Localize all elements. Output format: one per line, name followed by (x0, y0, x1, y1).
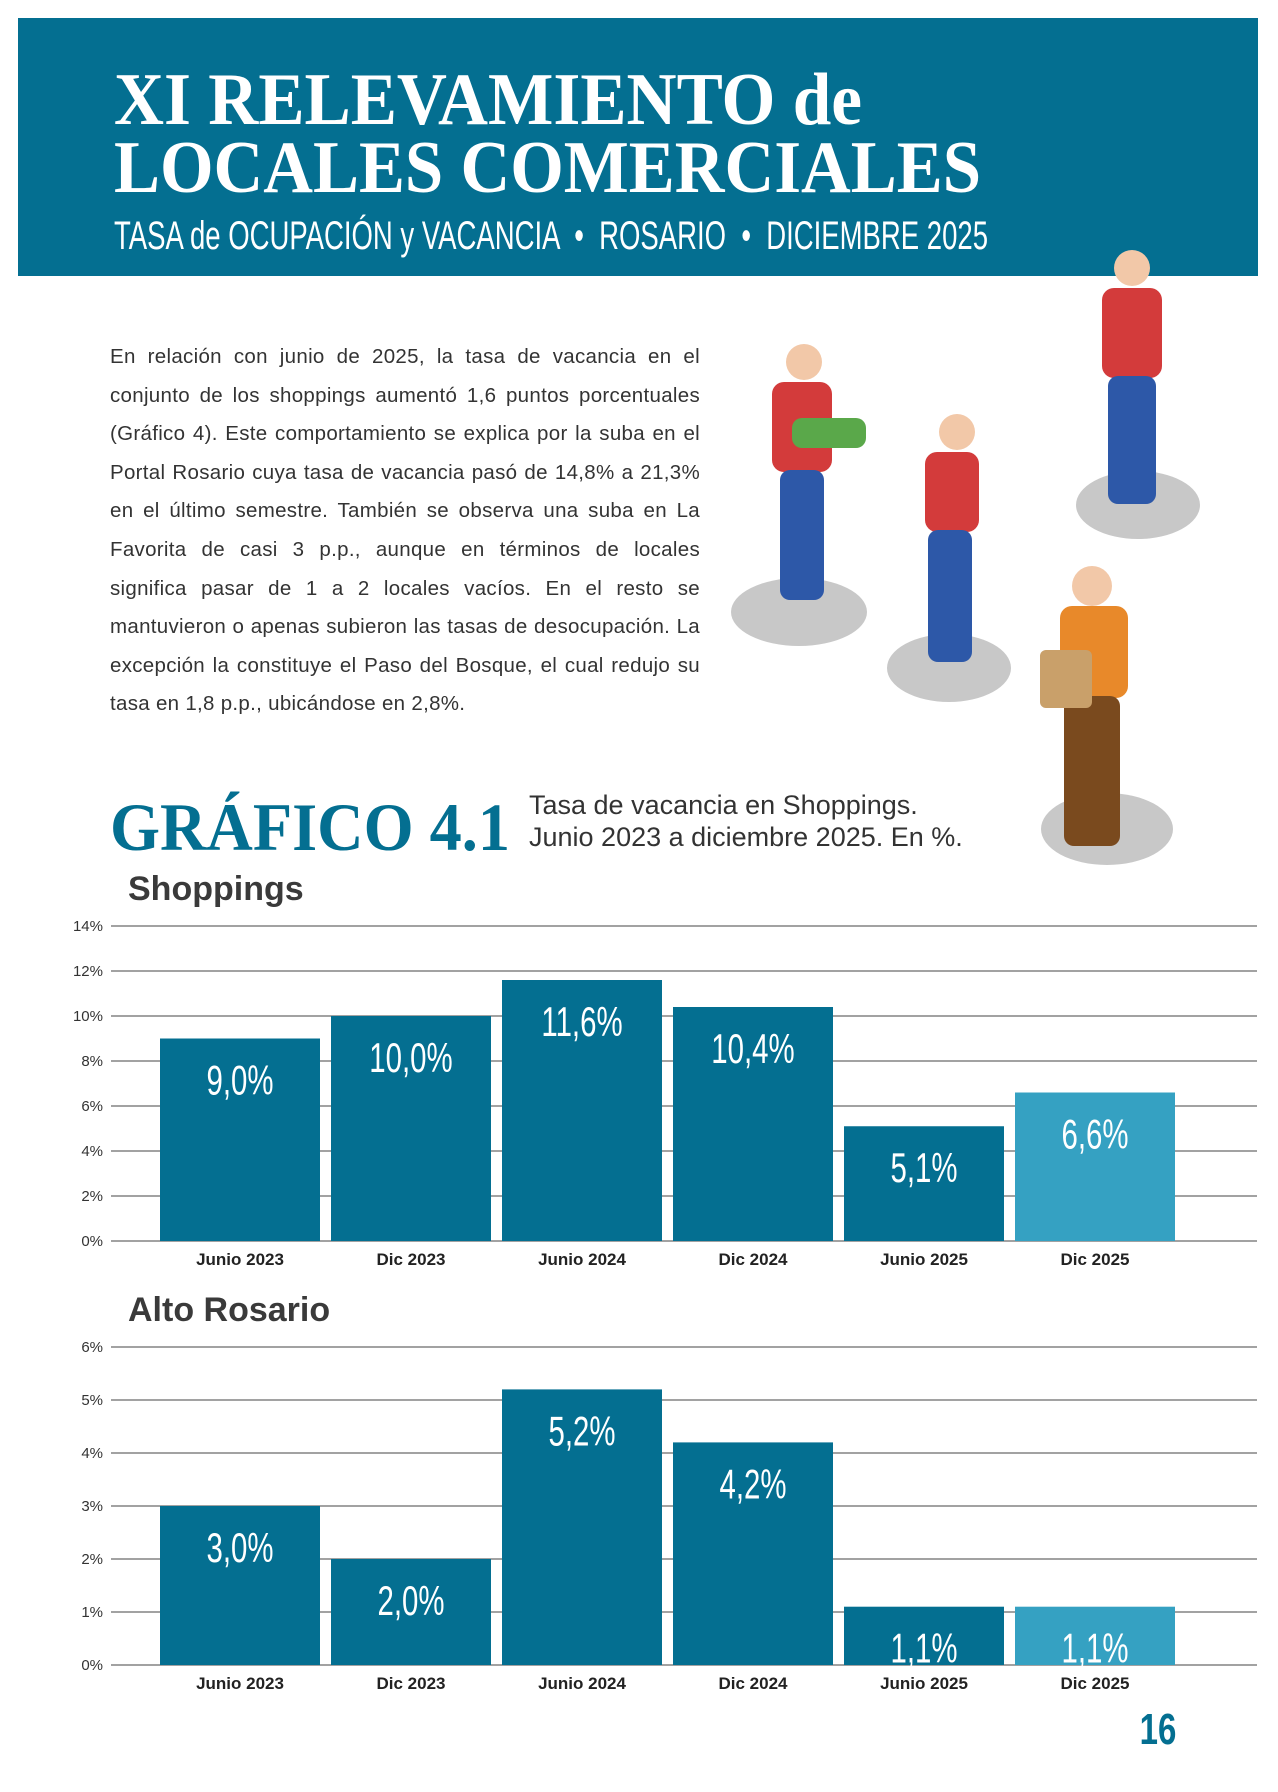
x-tick-label: Dic 2023 (377, 1250, 446, 1269)
value-label: 4,2% (719, 1460, 786, 1508)
bag (1040, 650, 1092, 708)
y-tick-label: 0% (81, 1233, 103, 1250)
torso (925, 452, 979, 532)
chart-title: Alto Rosario (128, 1291, 330, 1329)
shadow (887, 634, 1011, 702)
x-tick-label: Junio 2023 (196, 1674, 284, 1693)
legs (1108, 376, 1156, 504)
bar (160, 1506, 320, 1665)
figure-caption: Tasa de vacancia en Shoppings. (529, 790, 918, 820)
bar (1015, 1092, 1175, 1241)
y-tick-label: 3% (81, 1498, 103, 1515)
value-label: 10,0% (369, 1034, 452, 1082)
x-tick-label: Junio 2024 (538, 1250, 626, 1269)
value-label: 10,4% (711, 1025, 794, 1073)
x-tick-label: Junio 2023 (196, 1250, 284, 1269)
bar (844, 1126, 1004, 1241)
head (939, 414, 975, 450)
page-number: 16 (1140, 1706, 1177, 1755)
bar (502, 1389, 662, 1665)
bar (331, 1016, 491, 1241)
bar (673, 1442, 833, 1665)
y-tick-label: 6% (81, 1339, 103, 1356)
illustration (731, 250, 1200, 865)
y-tick-label: 2% (81, 1188, 103, 1205)
value-label: 5,1% (890, 1144, 957, 1192)
legs (780, 470, 824, 600)
y-tick-label: 10% (73, 1008, 103, 1025)
towels (792, 418, 866, 448)
x-tick-label: Junio 2024 (538, 1674, 626, 1693)
x-tick-label: Junio 2025 (880, 1674, 968, 1693)
bar (673, 1007, 833, 1241)
y-tick-label: 4% (81, 1445, 103, 1462)
bar (1015, 1606, 1175, 1665)
body-paragraph: En relación con junio de 2025, la tasa d… (110, 345, 700, 716)
legs (1064, 696, 1120, 846)
y-tick-label: 1% (81, 1604, 103, 1621)
value-label: 3,0% (206, 1524, 273, 1572)
head (1114, 250, 1150, 286)
y-tick-label: 2% (81, 1551, 103, 1568)
shadow (731, 578, 867, 646)
y-tick-label: 0% (81, 1657, 103, 1674)
value-label: 2,0% (377, 1577, 444, 1625)
torso (1102, 288, 1162, 378)
header-band (18, 18, 1258, 276)
header-subtitle: TASA de OCUPACIÓN y VACANCIA • ROSARIO •… (114, 213, 988, 258)
y-tick-label: 14% (73, 918, 103, 935)
head (1072, 566, 1112, 606)
y-tick-label: 12% (73, 963, 103, 980)
x-tick-label: Dic 2025 (1061, 1674, 1130, 1693)
value-label: 11,6% (541, 998, 622, 1046)
value-label: 5,2% (548, 1407, 615, 1455)
x-tick-label: Dic 2023 (377, 1674, 446, 1693)
value-label: 6,6% (1061, 1110, 1128, 1158)
figure-caption: Junio 2023 a diciembre 2025. En %. (529, 822, 963, 852)
head (786, 344, 822, 380)
chart-title: Shoppings (128, 870, 304, 908)
figure-label: GRÁFICO 4.1 (110, 789, 510, 865)
bar (502, 980, 662, 1241)
bar (844, 1606, 1004, 1665)
x-tick-label: Dic 2024 (719, 1674, 789, 1693)
value-label: 1,1% (890, 1624, 957, 1672)
x-tick-label: Dic 2024 (719, 1250, 789, 1269)
bar (160, 1038, 320, 1241)
y-tick-label: 5% (81, 1392, 103, 1409)
title-line: XI RELEVAMIENTO de (114, 59, 862, 141)
y-tick-label: 4% (81, 1143, 103, 1160)
y-tick-label: 8% (81, 1053, 103, 1070)
bar (331, 1559, 491, 1665)
shadow (1076, 471, 1200, 539)
title-line: LOCALES COMERCIALES (114, 127, 981, 209)
legs (928, 530, 972, 662)
x-tick-label: Junio 2025 (880, 1250, 968, 1269)
y-tick-label: 6% (81, 1098, 103, 1115)
value-label: 1,1% (1061, 1624, 1128, 1672)
x-tick-label: Dic 2025 (1061, 1250, 1130, 1269)
value-label: 9,0% (206, 1056, 273, 1104)
